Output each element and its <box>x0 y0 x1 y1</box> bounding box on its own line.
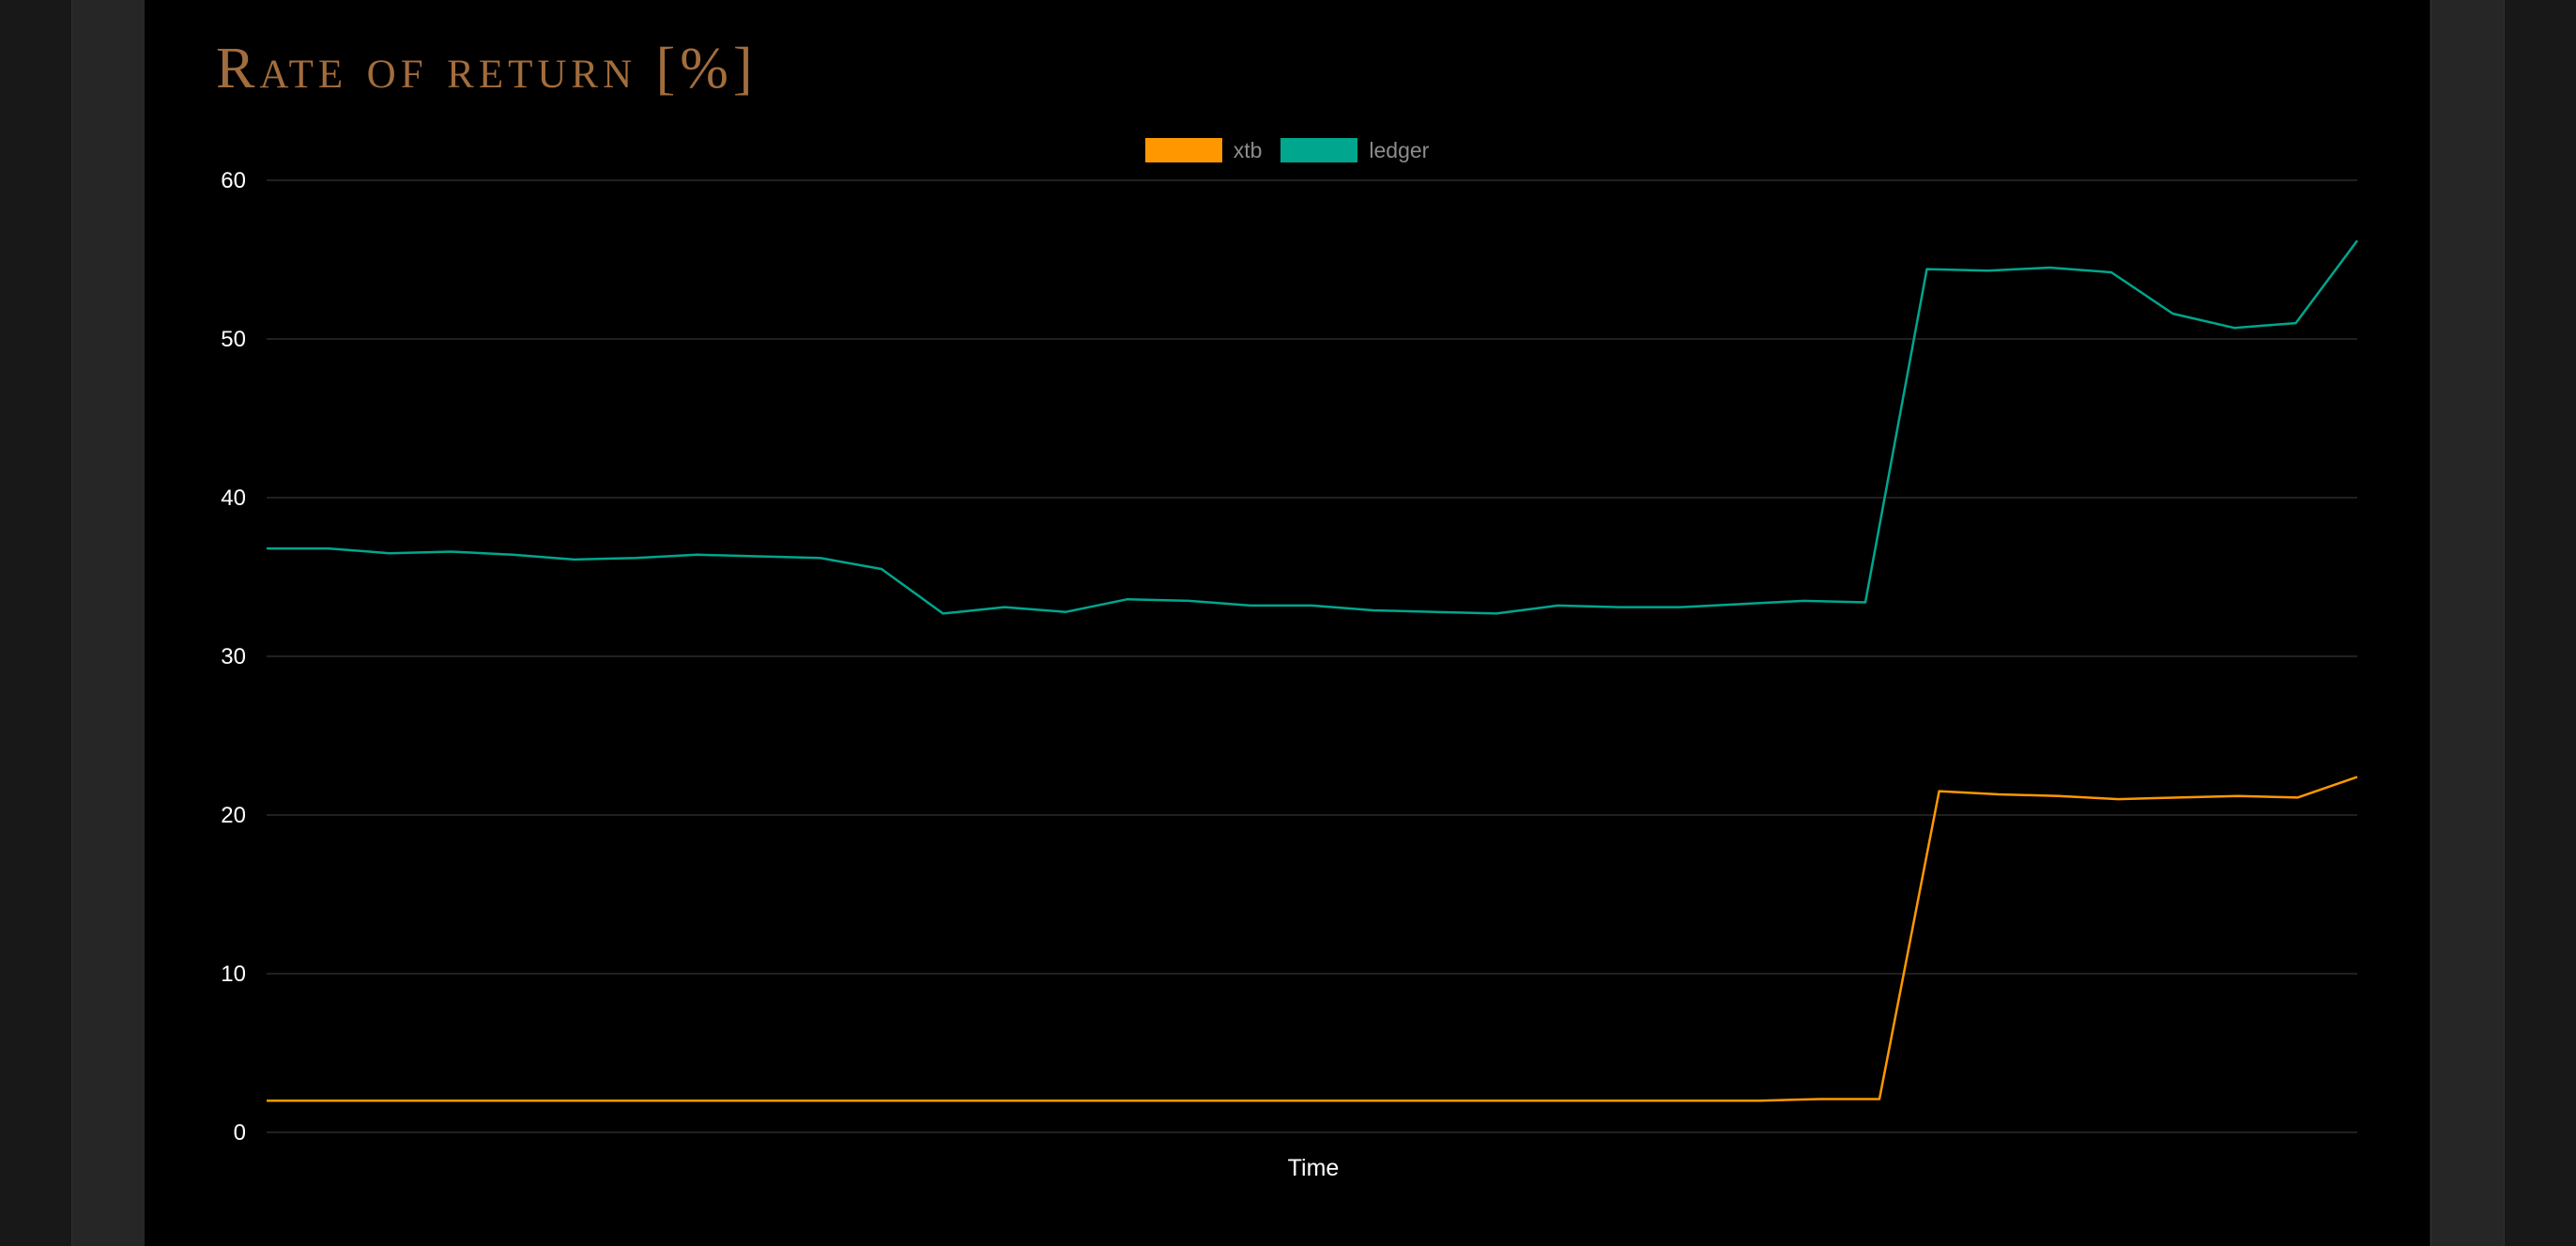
line-chart: 0 10 20 30 40 50 60 Time <box>221 168 2359 1181</box>
y-tick-label: 60 <box>221 168 246 193</box>
series-line-xtb <box>267 776 2358 1102</box>
chart-grid <box>267 179 2357 1133</box>
legend-swatch-xtb <box>1144 138 1222 162</box>
y-tick-label: 20 <box>221 803 246 828</box>
y-tick-label: 30 <box>221 644 246 669</box>
legend-item-ledger[interactable]: ledger <box>1280 138 1429 163</box>
page-side-column-right <box>2430 0 2505 1246</box>
y-tick-label: 0 <box>234 1120 246 1146</box>
chart-legend: xtb ledger <box>145 137 2430 163</box>
chart-title: Rate of return [%] <box>216 37 758 100</box>
page-side-column-left <box>71 0 146 1246</box>
legend-item-xtb[interactable]: xtb <box>1144 137 1263 163</box>
y-tick-label: 40 <box>221 485 246 511</box>
legend-swatch-ledger <box>1280 138 1358 162</box>
x-axis-label: Time <box>1288 1155 1340 1181</box>
y-tick-label: 50 <box>221 327 246 352</box>
chart-series-lines <box>267 239 2359 1102</box>
series-line-ledger <box>267 239 2359 615</box>
y-axis-ticks: 0 10 20 30 40 50 60 <box>221 168 246 1146</box>
legend-label-ledger: ledger <box>1369 137 1430 162</box>
legend-label-xtb: xtb <box>1233 137 1263 162</box>
chart-panel: Rate of return [%] xtb ledger 0 10 20 30 40 50… <box>145 0 2430 1246</box>
y-tick-label: 10 <box>221 961 246 987</box>
